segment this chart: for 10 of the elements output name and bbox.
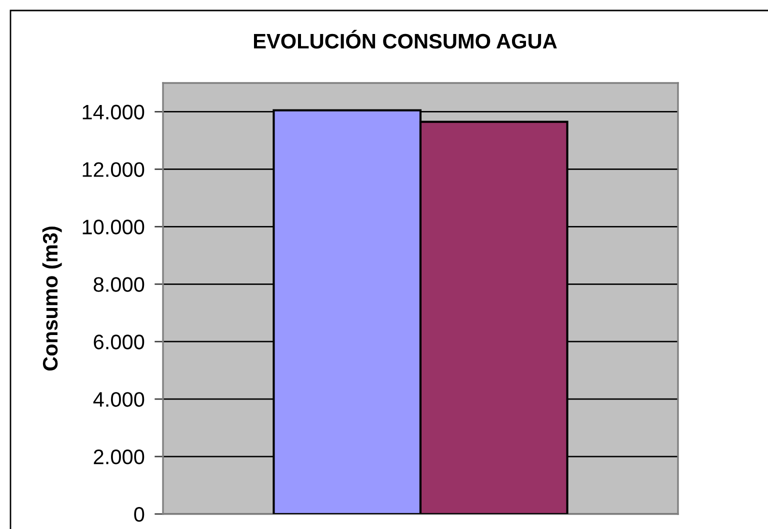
y-tick-label: 4.000 — [93, 392, 144, 407]
y-tick-label: 6.000 — [94, 334, 144, 350]
y-tick-label: 8.000 — [94, 277, 144, 292]
y-axis-title: Consumo (m3) — [42, 226, 62, 371]
y-tick-label: 10.000 — [82, 220, 144, 234]
y-tick-label: 2.000 — [94, 450, 144, 464]
y-tick-label: 12.000 — [82, 162, 144, 177]
y-tick-label: 0 — [134, 507, 144, 522]
y-tick-label: 14.000 — [82, 104, 144, 120]
chart-title: EVOLUCIÓN CONSUMO AGUA — [254, 30, 557, 49]
